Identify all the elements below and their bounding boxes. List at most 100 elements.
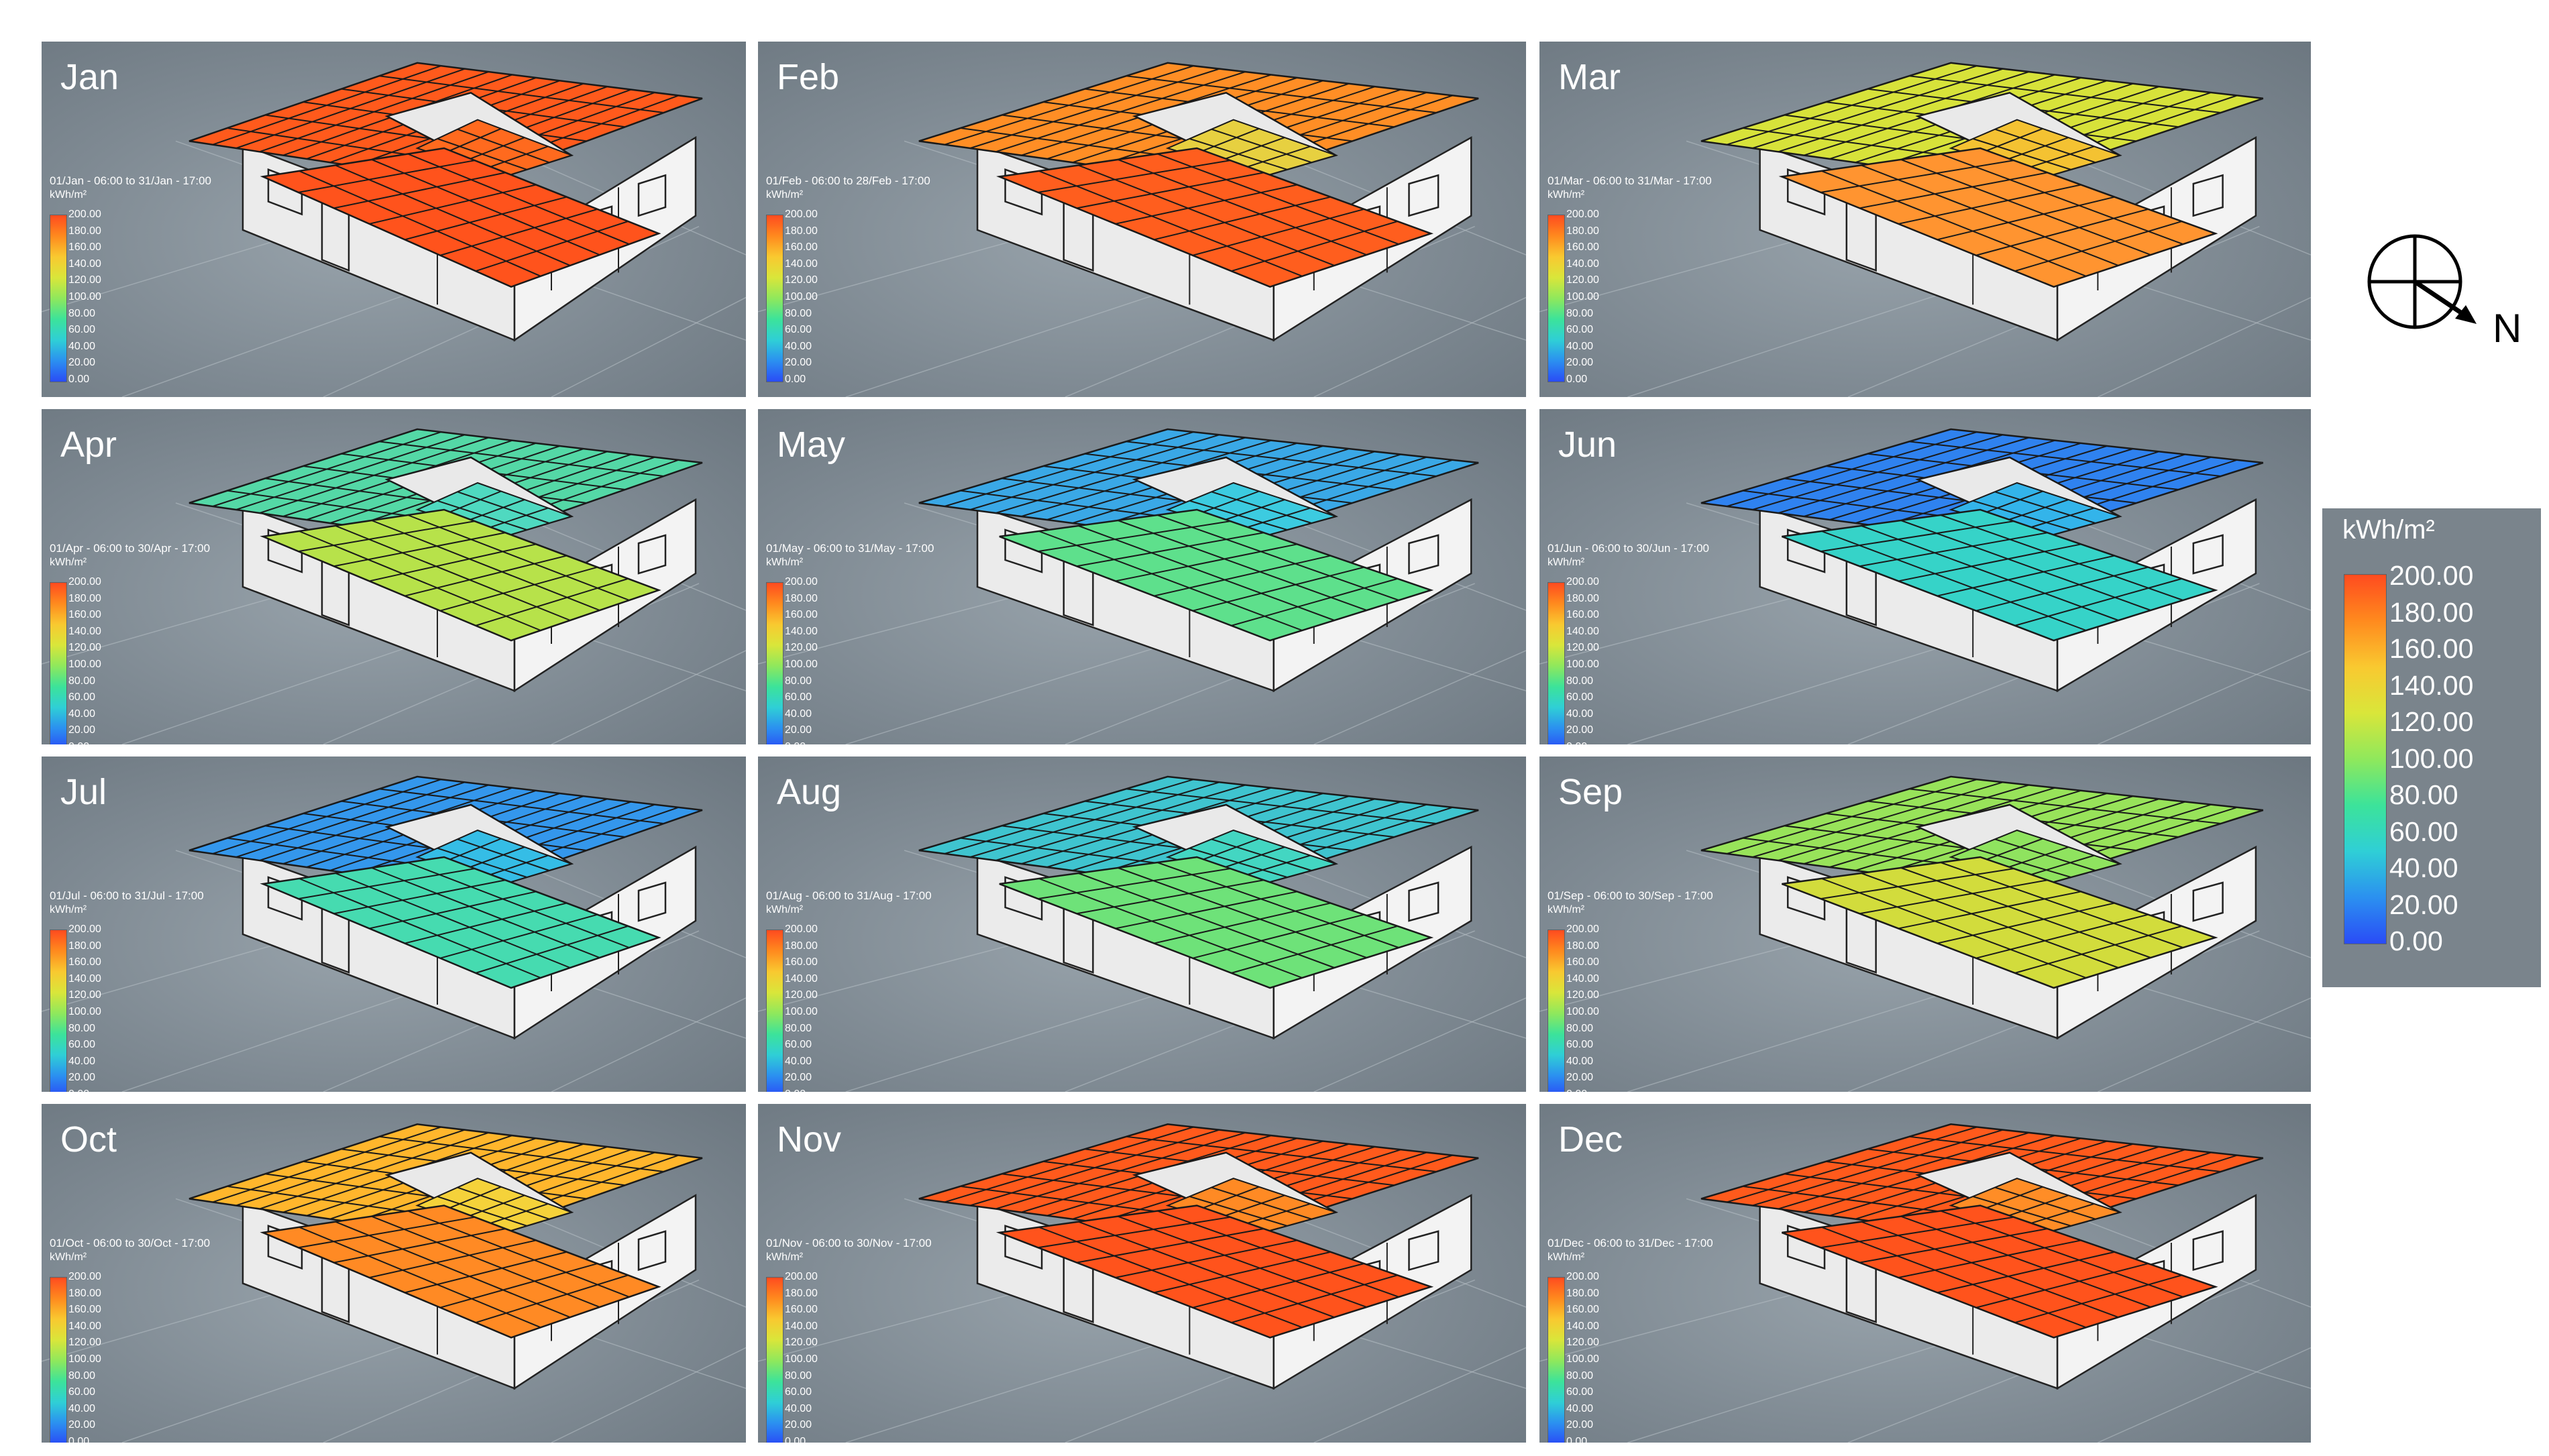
roof-tile-line bbox=[371, 159, 600, 256]
panel-colorbar bbox=[766, 1277, 783, 1443]
roof-tile-line bbox=[212, 65, 441, 146]
panel-unit-label: kWh/m² bbox=[766, 1251, 804, 1263]
panel-colorbar bbox=[1548, 215, 1565, 382]
roof-tile-line bbox=[1940, 514, 2183, 601]
window bbox=[1408, 534, 1440, 575]
panel-colorbar-ticks: 200.00 180.00 160.00 140.00 120.00 100.0… bbox=[68, 209, 101, 385]
tick-label: 20.00 bbox=[785, 1072, 812, 1084]
roof-tile-line bbox=[1940, 862, 2183, 948]
panel-colorbar-ticks: 200.00 180.00 160.00 140.00 120.00 100.0… bbox=[1566, 577, 1599, 745]
roof-tile-line bbox=[1078, 1221, 1335, 1319]
roof-tile-line bbox=[1821, 160, 2014, 193]
roof-tile-line bbox=[298, 160, 475, 193]
tick-label: 0.00 bbox=[1566, 1088, 1599, 1092]
roof-tile-line bbox=[1900, 159, 2151, 256]
roof-front-slope bbox=[1778, 147, 2218, 288]
tick-label: 20.00 bbox=[1566, 1419, 1594, 1431]
roof-tile-line bbox=[335, 1221, 571, 1319]
roof-tile-line bbox=[335, 525, 571, 621]
period-label: 01/Dec - 06:00 to 31/Dec - 17:00 bbox=[1548, 1237, 1713, 1249]
tick-label: 80.00 bbox=[1566, 1022, 1594, 1034]
tick-label: 160.00 bbox=[1566, 1304, 1599, 1316]
tick-label: 160.00 bbox=[68, 956, 101, 968]
roof-tile-line bbox=[1154, 555, 1331, 597]
panel-colorbar-ticks: 200.00 180.00 160.00 140.00 120.00 100.0… bbox=[68, 924, 101, 1093]
roof-tile-line bbox=[1231, 577, 1398, 626]
roof-front-slope bbox=[260, 508, 661, 642]
panel-colorbar-ticks: 200.00 180.00 160.00 140.00 120.00 100.0… bbox=[785, 577, 818, 745]
roof-tile-line bbox=[1778, 1131, 2029, 1210]
tick-label: 180.00 bbox=[1566, 1287, 1599, 1299]
roof-tile-line bbox=[1078, 525, 1335, 621]
roof-front-slope bbox=[1781, 508, 2218, 642]
roof-tile-line bbox=[2022, 507, 2095, 530]
roof-tile-line bbox=[333, 532, 506, 567]
roof-tile-line bbox=[235, 68, 466, 149]
roof-tile-line bbox=[1118, 520, 1367, 611]
roof-tile-line bbox=[1861, 525, 2119, 621]
roof-tile-line bbox=[1940, 153, 2183, 245]
tick-label: 80.00 bbox=[785, 1369, 812, 1382]
tick-label: 180.00 bbox=[785, 592, 818, 604]
roof-tile-line bbox=[259, 784, 489, 861]
roof-tile-line bbox=[1115, 891, 1298, 930]
roof-tile-line bbox=[1038, 1226, 1303, 1329]
legend-tick: 80.00 bbox=[2389, 779, 2458, 810]
tick-label: 80.00 bbox=[68, 307, 96, 319]
tick-label: 20.00 bbox=[68, 724, 96, 736]
roof-tile-line bbox=[440, 208, 598, 256]
roof-tile-line bbox=[1752, 781, 2004, 858]
roof-tile-line bbox=[1157, 153, 1399, 245]
tick-label: 120.00 bbox=[68, 642, 101, 654]
house-model bbox=[758, 775, 1526, 1092]
tick-label: 160.00 bbox=[785, 609, 818, 621]
roof-tile-line bbox=[298, 520, 475, 553]
roof-tile-line bbox=[1038, 878, 1303, 978]
tick-label: 160.00 bbox=[1566, 956, 1599, 968]
roof-tile-line bbox=[1900, 867, 2151, 958]
roof-tile-line bbox=[482, 1203, 549, 1227]
month-panel-apr: Apr 01/Apr - 06:00 to 30/Apr - 17:00 kWh… bbox=[42, 409, 746, 744]
panel-colorbar bbox=[1548, 582, 1565, 744]
month-label: Jun bbox=[1558, 425, 1617, 465]
ground-grid-line bbox=[1313, 1347, 1526, 1443]
tick-label: 20.00 bbox=[1566, 357, 1594, 369]
panel-colorbar-ticks: 200.00 180.00 160.00 140.00 120.00 100.0… bbox=[1566, 1272, 1599, 1443]
roof-tile-line bbox=[1937, 196, 2115, 241]
roof-tile-line bbox=[298, 1216, 475, 1249]
month-label: Sep bbox=[1558, 772, 1623, 812]
roof-tile-line bbox=[1727, 779, 1977, 854]
roof-tile-line bbox=[259, 1131, 489, 1210]
legend-tick: 160.00 bbox=[2389, 633, 2474, 664]
ground-grid-line bbox=[1627, 276, 1996, 397]
ground-grid-line bbox=[121, 977, 458, 1092]
roof-tile-line bbox=[235, 1129, 466, 1207]
roof-tile-line bbox=[1076, 1228, 1264, 1264]
roof-tile-line bbox=[1898, 543, 2081, 582]
tick-label: 80.00 bbox=[785, 307, 812, 319]
ground-grid-line bbox=[551, 650, 746, 744]
roof-tile-line bbox=[235, 781, 466, 858]
house-model bbox=[758, 428, 1526, 744]
tick-label: 40.00 bbox=[1566, 1402, 1594, 1414]
roof-tile-line bbox=[1975, 1263, 2149, 1308]
window bbox=[1408, 174, 1440, 217]
tick-label: 20.00 bbox=[68, 357, 96, 369]
tick-label: 20.00 bbox=[785, 724, 812, 736]
roof-tile-line bbox=[335, 164, 571, 266]
tick-label: 120.00 bbox=[68, 274, 101, 286]
roof-tile-line bbox=[333, 172, 506, 209]
legend-ticks: 200.00 180.00 160.00 140.00 120.00 100.0… bbox=[2389, 562, 2473, 955]
tick-label: 80.00 bbox=[785, 1022, 812, 1034]
roof-front-slope bbox=[1781, 1205, 2218, 1339]
roof-tile-line bbox=[1975, 208, 2149, 256]
roof-tile-line bbox=[1937, 555, 2115, 597]
month-label: May bbox=[777, 425, 846, 465]
roof-tile-line bbox=[969, 434, 1220, 510]
roof-tile-line bbox=[1038, 530, 1303, 631]
tick-label: 160.00 bbox=[68, 241, 101, 254]
panel-colorbar bbox=[766, 215, 783, 382]
roof-tile-line bbox=[1038, 170, 1303, 277]
panel-unit-label: kWh/m² bbox=[1548, 189, 1585, 201]
roof-tile-line bbox=[440, 913, 598, 959]
